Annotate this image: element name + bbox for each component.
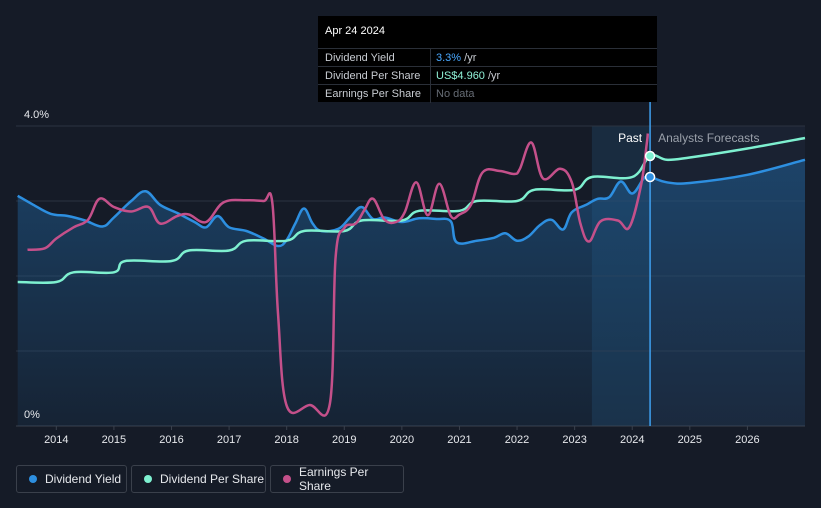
earnings-per-share-line: [27, 133, 650, 417]
x-tick-label-2026: 2026: [735, 434, 759, 446]
analysts-forecasts-label: Analysts Forecasts: [658, 131, 759, 145]
dividend-per-share-marker: [644, 150, 656, 162]
tooltip-row-dividend-per-share: Dividend Per Share US$4.960 /yr: [318, 66, 657, 85]
dividend-per-share-dot-icon: [144, 475, 152, 483]
x-tick-label-2015: 2015: [102, 434, 126, 446]
x-tick-label-2022: 2022: [505, 434, 529, 446]
tooltip-unit: /yr: [484, 70, 501, 82]
tooltip-unit: /yr: [461, 52, 477, 64]
x-tick-label-2019: 2019: [332, 434, 356, 446]
dividend-yield-area: [17, 159, 805, 427]
legend-earnings-per-share[interactable]: Earnings Per Share: [270, 465, 404, 493]
tooltip-label: Earnings Per Share: [325, 88, 421, 100]
x-tick-label-2017: 2017: [217, 434, 241, 446]
tooltip-date: Apr 24 2024: [325, 25, 385, 37]
dividend-yield-marker: [644, 171, 656, 183]
x-tick-label-2021: 2021: [447, 434, 471, 446]
x-tick-label-2024: 2024: [620, 434, 644, 446]
y-label-bottom: 0%: [24, 409, 40, 421]
x-tick-label-2023: 2023: [562, 434, 586, 446]
legend-label: Earnings Per Share: [298, 465, 369, 493]
tooltip-label: Dividend Per Share: [325, 70, 421, 82]
hover-tooltip: Apr 24 2024 Dividend Yield 3.3% /yr Divi…: [318, 16, 657, 103]
earnings-per-share-dot-icon: [283, 475, 291, 483]
x-tick-label-2025: 2025: [678, 434, 702, 446]
tooltip-row-earnings-per-share: Earnings Per Share No data: [318, 84, 657, 103]
tooltip-eps-value: No data: [436, 88, 475, 100]
past-label: Past: [618, 131, 643, 145]
tooltip-value: 3.3% /yr: [436, 52, 476, 64]
legend-dividend-per-share[interactable]: Dividend Per Share: [131, 465, 266, 493]
tooltip-value: No data: [436, 88, 475, 100]
tooltip-yield-value: 3.3%: [436, 52, 462, 64]
x-tick-label-2014: 2014: [44, 434, 68, 446]
tooltip-row-dividend-yield: Dividend Yield 3.3% /yr: [318, 48, 657, 67]
legend-label: Dividend Yield: [45, 472, 122, 486]
y-label-top: 4.0%: [24, 109, 49, 121]
tooltip-dps-value: US$4.960: [436, 70, 485, 82]
x-tick-label-2018: 2018: [274, 434, 298, 446]
x-tick-label-2016: 2016: [159, 434, 183, 446]
legend-dividend-yield[interactable]: Dividend Yield: [16, 465, 127, 493]
x-tick-label-2020: 2020: [390, 434, 414, 446]
tooltip-label: Dividend Yield: [325, 52, 395, 64]
x-axis: 2014 2015 2016 2017 2018 2019 2020 2021 2022 2023…: [44, 426, 760, 446]
tooltip-value: US$4.960 /yr: [436, 70, 500, 82]
dividend-yield-dot-icon: [29, 475, 37, 483]
legend-label: Dividend Per Share: [160, 472, 265, 486]
